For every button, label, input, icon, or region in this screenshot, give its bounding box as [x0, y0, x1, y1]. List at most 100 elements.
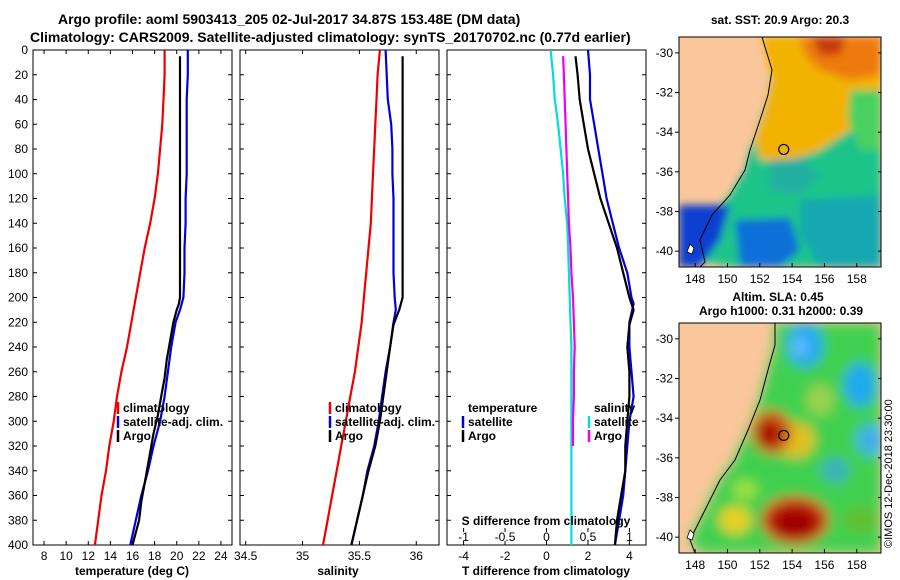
depth-tick-label: 0 [21, 43, 28, 57]
salinity-difference-ticks: -1 -0.5 0 0.5 1 [458, 528, 633, 544]
depth-tick-label: 120 [8, 192, 28, 206]
lon-tick-label: 154 [782, 272, 802, 286]
lat-tick-label: -36 [656, 451, 674, 465]
x-tick-label: 35.5 [348, 549, 372, 563]
sst-map-lat-ticks: -30 -32 -34 -36 -38 -40 [656, 46, 881, 258]
x-tick-label: -2 [500, 549, 511, 563]
legend-temperature-title: temperature [468, 401, 538, 415]
sla-map-title-2: Argo h1000: 0.31 h2000: 0.39 [699, 304, 863, 318]
x-tick-label: 14 [104, 549, 118, 563]
difference-x-ticks: -4 -2 0 2 4 [458, 541, 633, 563]
temperature-legend: climatology satellite-adj. clim. Argo [116, 401, 223, 443]
lat-tick-label: -34 [656, 125, 674, 139]
lat-tick-label: -36 [656, 165, 674, 179]
legend-salinity-title: salinity [594, 401, 636, 415]
coastline [689, 323, 776, 553]
lat-tick-label: -32 [656, 372, 674, 386]
coastline [699, 37, 773, 267]
x-tick-label: 2 [585, 549, 592, 563]
temperature-xlabel: temperature (deg C) [75, 564, 189, 578]
lon-tick-label: 148 [685, 272, 705, 286]
difference-panel: -4 -2 0 2 4 -1 -0.5 0 0.5 1 temperature satellit… [446, 49, 647, 578]
depth-tick-label: 140 [8, 216, 28, 230]
legend-t-argo-label: Argo [468, 429, 496, 443]
temperature-axes-frame [32, 49, 233, 546]
salinity-axes-frame [239, 49, 440, 546]
lon-tick-label: 150 [717, 272, 737, 286]
sst-map-image [679, 37, 881, 267]
legend-argo-label: Argo [335, 429, 363, 443]
lat-tick-label: -32 [656, 86, 674, 100]
lat-tick-label: -30 [656, 46, 674, 60]
salinity-x-ticks: 34.5 35 35.5 36 [234, 50, 423, 563]
lat-tick-label: -38 [656, 490, 674, 504]
depth-tick-label: 80 [15, 142, 29, 156]
difference-legend: temperature satellite Argo salinity sate… [461, 401, 639, 443]
legend-s-argo-label: Argo [594, 429, 622, 443]
lat-tick-label: -30 [656, 332, 674, 346]
lat-tick-label: -40 [656, 244, 674, 258]
x-tick-label: 4 [626, 549, 633, 563]
depth-tick-label: 20 [15, 68, 29, 82]
credit-label: ©IMOS 12-Dec-2018 23:30:00 [883, 399, 895, 548]
argo-profile-location-marker [778, 143, 790, 156]
argo-profile-location-marker [778, 429, 790, 442]
series-line-argo [350, 56, 404, 545]
x-tick-label: 16 [126, 549, 140, 563]
s-difference-tick-label: 0.5 [580, 530, 597, 544]
sst-map-frame [678, 36, 882, 268]
salinity-legend: climatology satellite-adj. clim. Argo [328, 401, 435, 443]
temperature-x-ticks: 8 10 12 14 16 18 20 22 24 [41, 50, 228, 563]
sst-map-lon-ticks: 148 150 152 154 156 158 [685, 263, 867, 286]
series-line-argo [131, 56, 182, 545]
lon-tick-label: 156 [814, 272, 834, 286]
s-difference-tick-label: 0 [543, 530, 550, 544]
sst-map: sat. SST: 20.9 Argo: 20.3 -30-32-34-36-3… [656, 13, 882, 286]
series-line-s-argo [562, 56, 576, 446]
series-line-t-argo [574, 56, 635, 545]
series-line-climatology [321, 50, 381, 545]
title-line-2: Climatology: CARS2009. Satellite-adjuste… [30, 29, 631, 45]
series-line-s-satellite [549, 50, 573, 545]
legend-s-satellite-label: satellite [594, 415, 639, 429]
legend-climatology-label: climatology [123, 401, 190, 415]
depth-tick-label: 100 [8, 167, 28, 181]
difference-depth-ticks [447, 49, 646, 546]
island [686, 243, 695, 255]
legend-climatology-label: climatology [335, 401, 402, 415]
sla-map-title-1: Altim. SLA: 0.45 [732, 290, 824, 304]
depth-tick-label: 40 [15, 93, 29, 107]
x-tick-label: 18 [148, 549, 162, 563]
x-tick-label: 22 [192, 549, 206, 563]
salinity-xlabel: salinity [317, 564, 359, 578]
depth-tick-label: 240 [8, 340, 28, 354]
difference-lines [549, 50, 635, 545]
lon-tick-label: 158 [847, 558, 867, 572]
sla-map-frame [678, 322, 882, 554]
series-line-t-satellite [586, 50, 635, 545]
lon-tick-label: 148 [685, 558, 705, 572]
temperature-lines [93, 50, 189, 545]
s-difference-xlabel: S difference from climatology [462, 514, 631, 528]
s-difference-tick-label: -1 [458, 530, 469, 544]
sla-map-lat-ticks: -30 -32 -34 -36 -38 -40 [656, 332, 881, 544]
title-line-1: Argo profile: aoml 5903413_205 02-Jul-20… [58, 11, 520, 27]
series-line-climatology [93, 50, 166, 545]
depth-tick-label: 360 [8, 489, 28, 503]
x-tick-label: 36 [410, 549, 424, 563]
legend-argo-label: Argo [123, 429, 151, 443]
depth-tick-label: 200 [8, 291, 28, 305]
depth-axis-ticks: 0 20 40 60 80 100 120 140 160 180 200 220 240 260 280 3… [8, 43, 232, 552]
depth-tick-label: 180 [8, 266, 28, 280]
t-difference-xlabel: T difference from climatology [462, 564, 630, 578]
depth-tick-label: 160 [8, 241, 28, 255]
lon-tick-label: 156 [814, 558, 834, 572]
depth-tick-label: 300 [8, 414, 28, 428]
sla-map-lon-ticks: 148 150 152 154 156 158 [685, 549, 867, 572]
sla-map-image [679, 323, 881, 553]
island [686, 529, 695, 541]
depth-tick-label: 400 [8, 538, 28, 552]
s-difference-tick-label: -0.5 [495, 530, 516, 544]
x-tick-label: 34.5 [234, 549, 258, 563]
x-tick-label: 35 [296, 549, 310, 563]
